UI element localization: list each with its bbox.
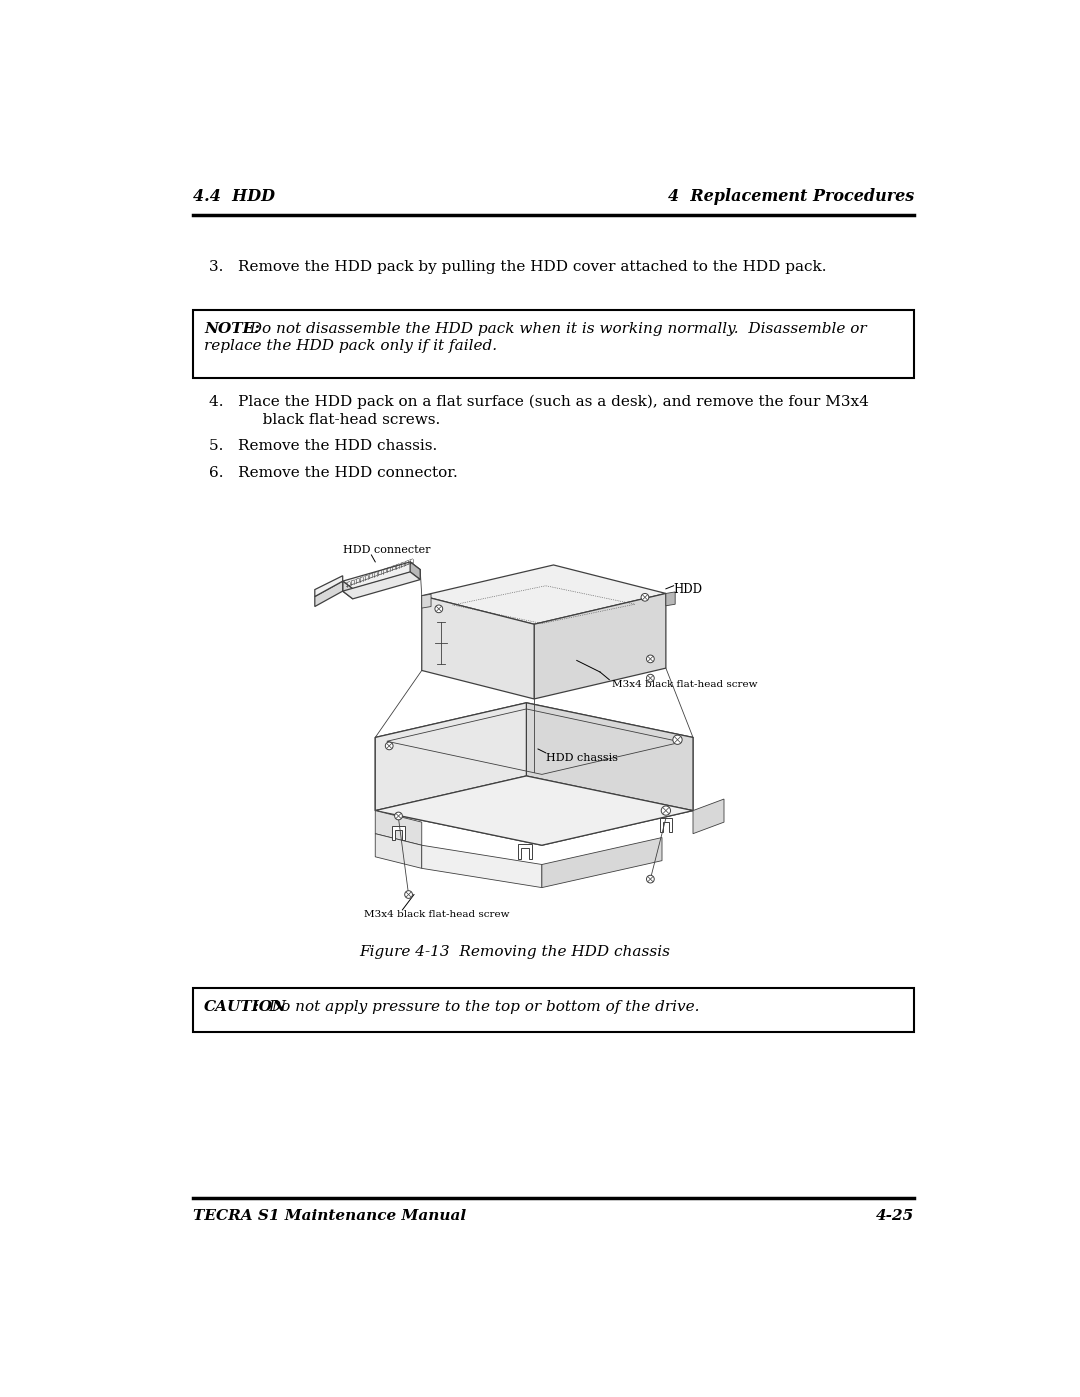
Circle shape [642, 594, 649, 601]
Circle shape [647, 876, 654, 883]
Circle shape [673, 735, 683, 745]
Polygon shape [422, 594, 431, 608]
Text: 6.   Remove the HDD connector.: 6. Remove the HDD connector. [208, 467, 457, 481]
Polygon shape [314, 576, 342, 597]
Circle shape [405, 891, 413, 898]
Text: NOTE:: NOTE: [204, 323, 260, 337]
Polygon shape [535, 594, 666, 698]
FancyBboxPatch shape [193, 310, 914, 377]
Polygon shape [342, 571, 420, 599]
Polygon shape [542, 838, 662, 887]
Polygon shape [666, 592, 675, 606]
Polygon shape [375, 738, 542, 845]
Polygon shape [375, 703, 526, 810]
Polygon shape [526, 703, 693, 810]
Text: Do not disassemble the HDD pack when it is working normally.  Disassemble or: Do not disassemble the HDD pack when it … [240, 323, 866, 337]
Text: M3x4 black flat-head screw: M3x4 black flat-head screw [611, 680, 757, 689]
Polygon shape [410, 562, 420, 580]
Polygon shape [542, 738, 693, 845]
Text: Figure 4-13  Removing the HDD chassis: Figure 4-13 Removing the HDD chassis [360, 946, 671, 960]
Circle shape [661, 806, 671, 816]
Polygon shape [392, 826, 405, 840]
Text: 4-25: 4-25 [876, 1208, 914, 1222]
Polygon shape [375, 810, 422, 845]
Text: 4.4  HDD: 4.4 HDD [193, 187, 275, 204]
Text: :  Do not apply pressure to the top or bottom of the drive.: : Do not apply pressure to the top or bo… [255, 1000, 700, 1014]
Circle shape [647, 655, 654, 662]
Polygon shape [422, 595, 535, 698]
Polygon shape [693, 799, 724, 834]
Polygon shape [422, 845, 542, 887]
Text: replace the HDD pack only if it failed.: replace the HDD pack only if it failed. [204, 339, 497, 353]
Text: 4.   Place the HDD pack on a flat surface (such as a desk), and remove the four : 4. Place the HDD pack on a flat surface … [208, 395, 868, 409]
Circle shape [386, 742, 393, 750]
Text: TECRA S1 Maintenance Manual: TECRA S1 Maintenance Manual [193, 1208, 467, 1222]
Text: M3x4 black flat-head screw: M3x4 black flat-head screw [364, 909, 510, 919]
Circle shape [435, 605, 443, 613]
Polygon shape [342, 581, 353, 599]
Text: 3.   Remove the HDD pack by pulling the HDD cover attached to the HDD pack.: 3. Remove the HDD pack by pulling the HD… [208, 260, 826, 274]
Text: HDD: HDD [674, 584, 703, 597]
Polygon shape [342, 562, 420, 588]
Circle shape [647, 675, 654, 682]
Polygon shape [422, 564, 666, 624]
Text: HDD chassis: HDD chassis [545, 753, 618, 763]
FancyBboxPatch shape [193, 988, 914, 1032]
Polygon shape [314, 581, 342, 606]
Polygon shape [517, 844, 531, 859]
Text: CAUTION: CAUTION [204, 1000, 287, 1014]
Text: black flat-head screws.: black flat-head screws. [208, 412, 440, 426]
Polygon shape [660, 819, 672, 833]
Polygon shape [375, 834, 422, 869]
Text: HDD connecter: HDD connecter [342, 545, 430, 555]
Circle shape [394, 812, 403, 820]
Polygon shape [375, 775, 693, 845]
Text: 4  Replacement Procedures: 4 Replacement Procedures [667, 187, 914, 204]
Text: 5.   Remove the HDD chassis.: 5. Remove the HDD chassis. [208, 440, 437, 454]
